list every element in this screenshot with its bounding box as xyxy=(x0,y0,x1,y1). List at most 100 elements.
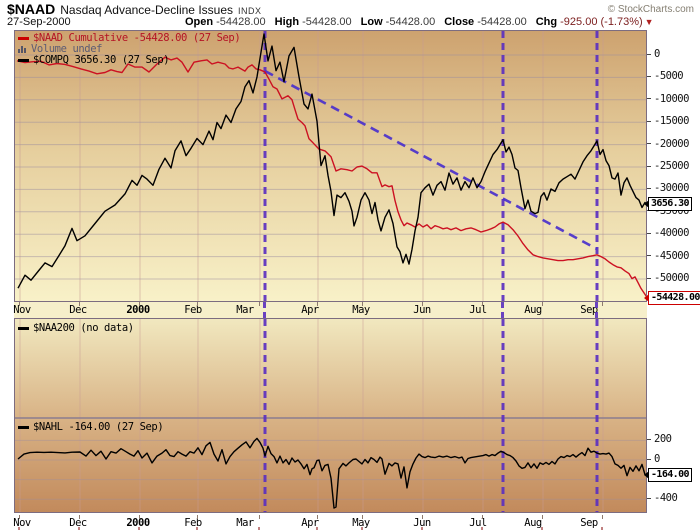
main-chart-panel: $NAAD Cumulative -54428.00 (27 Sep) Volu… xyxy=(14,30,647,302)
compq-price-box: 3656.30 xyxy=(648,197,692,212)
month-label: May xyxy=(352,517,370,529)
month-label: Nov xyxy=(13,304,31,316)
tick-mark xyxy=(647,277,651,279)
nahl-line-swatch-icon xyxy=(18,425,29,429)
quote-values: Open -54428.00 High -54428.00 Low -54428.00 Cl… xyxy=(185,16,654,28)
legend-volume-label: Volume undef xyxy=(31,43,103,55)
copyright-label: © StockCharts.com xyxy=(607,4,694,15)
axis-tick xyxy=(196,527,198,530)
low-value: -54428.00 xyxy=(385,16,436,28)
axis-tick xyxy=(361,527,363,530)
axis-tick xyxy=(602,515,603,519)
month-label: Jul xyxy=(469,517,487,529)
axis-tick xyxy=(138,527,140,530)
month-label: 2000 xyxy=(126,517,150,529)
legend-naa200: $NAA200 (no data) xyxy=(18,322,134,334)
month-label: May xyxy=(352,304,370,316)
axis-tick xyxy=(197,515,198,519)
axis-tick xyxy=(482,302,483,306)
month-label: Feb xyxy=(184,304,202,316)
tick-mark xyxy=(647,53,651,55)
y-axis-tick: -40000 xyxy=(647,227,689,239)
tick-mark xyxy=(647,497,651,499)
axis-tick xyxy=(139,515,140,519)
naad-line-swatch-icon xyxy=(18,36,29,40)
month-label: Nov xyxy=(13,517,31,529)
nahl-series-line xyxy=(17,437,646,509)
tick-mark xyxy=(647,255,651,257)
open-value: -54428.00 xyxy=(216,16,266,28)
lower-chart-panel: $NAA200 (no data) $NAHL -164.00 (27 Sep) xyxy=(14,318,647,513)
month-label: Aug xyxy=(524,517,542,529)
quote-row: 27-Sep-2000 Open -54428.00 High -54428.00 Lo… xyxy=(7,16,697,29)
month-label: 2000 xyxy=(126,304,150,316)
axis-tick xyxy=(422,515,423,519)
vertical-marker-line xyxy=(500,302,504,318)
y-axis-tick: 0 xyxy=(647,48,660,60)
month-label: Sep xyxy=(580,517,598,529)
axis-tick xyxy=(79,515,80,519)
axis-tick xyxy=(362,302,363,306)
high-label: High xyxy=(274,16,300,28)
axis-tick xyxy=(258,527,260,530)
tick-mark xyxy=(647,232,651,234)
y-axis-tick: 0 xyxy=(647,453,660,465)
exchange-label: INDX xyxy=(238,6,262,16)
y-axis-tick: -5000 xyxy=(647,70,684,82)
y-axis-tick: -20000 xyxy=(647,138,689,150)
tick-mark xyxy=(647,98,651,100)
axis-tick xyxy=(481,527,483,530)
naad cumulative-series-line xyxy=(16,56,646,298)
quote-date: 27-Sep-2000 xyxy=(7,16,71,28)
tick-mark xyxy=(647,143,651,145)
trendline xyxy=(264,69,598,251)
change-down-arrow-icon: ▼ xyxy=(644,17,654,27)
tick-mark xyxy=(647,458,651,460)
tick-mark xyxy=(647,165,651,167)
axis-tick xyxy=(421,527,423,530)
axis-tick xyxy=(19,302,20,306)
vertical-marker-line xyxy=(594,302,598,318)
axis-tick xyxy=(602,302,603,306)
axis-tick xyxy=(317,515,318,519)
axis-tick xyxy=(139,302,140,306)
chart-symbol: $NAAD xyxy=(7,1,56,17)
axis-tick xyxy=(259,302,260,306)
axis-tick xyxy=(78,527,80,530)
axis-tick xyxy=(482,515,483,519)
chart-title: Nasdaq Advance-Decline Issues xyxy=(60,3,233,17)
close-label: Close xyxy=(444,16,475,28)
y-axis-tick: -400 xyxy=(647,492,678,504)
month-label: Mar xyxy=(236,304,254,316)
compq-line-swatch-icon xyxy=(18,58,29,62)
chart-header: $NAAD Nasdaq Advance-Decline Issues INDX ©… xyxy=(0,0,700,30)
month-label: Aug xyxy=(524,304,542,316)
legend-compq-label: $COMPQ 3656.30 (27 Sep) xyxy=(33,54,170,66)
main-chart-canvas xyxy=(15,31,646,301)
month-label: Apr xyxy=(301,304,319,316)
naad-price-box: -54428.00 xyxy=(648,290,700,305)
axis-tick xyxy=(542,302,543,306)
low-label: Low xyxy=(360,16,383,28)
legend-naad: $NAAD Cumulative -54428.00 (27 Sep) xyxy=(18,32,241,44)
month-label: Dec xyxy=(69,517,87,529)
axis-tick xyxy=(317,302,318,306)
month-label: Dec xyxy=(69,304,87,316)
change-label: Chg xyxy=(535,16,558,28)
legend-naa200-label: $NAA200 (no data) xyxy=(33,322,134,334)
close-value: -54428.00 xyxy=(477,16,527,28)
month-label: Mar xyxy=(236,517,254,529)
legend-compq: $COMPQ 3656.30 (27 Sep) xyxy=(18,54,170,66)
axis-tick xyxy=(197,302,198,306)
tick-mark xyxy=(647,120,651,122)
x-axis-bottom: Nov Dec 2000 Feb Mar Apr May Jun Jul Aug Sep xyxy=(13,515,647,530)
month-label: Feb xyxy=(184,517,202,529)
tick-mark xyxy=(647,75,651,77)
y-axis-tick: -45000 xyxy=(647,250,689,262)
y-axis-tick: -10000 xyxy=(647,93,689,105)
legend-naad-label: $NAAD Cumulative -54428.00 (27 Sep) xyxy=(33,32,241,44)
y-axis-tick: -15000 xyxy=(647,115,689,127)
change-value: -925.00 (-1.73%) xyxy=(560,16,643,28)
month-label: Sep xyxy=(580,304,598,316)
